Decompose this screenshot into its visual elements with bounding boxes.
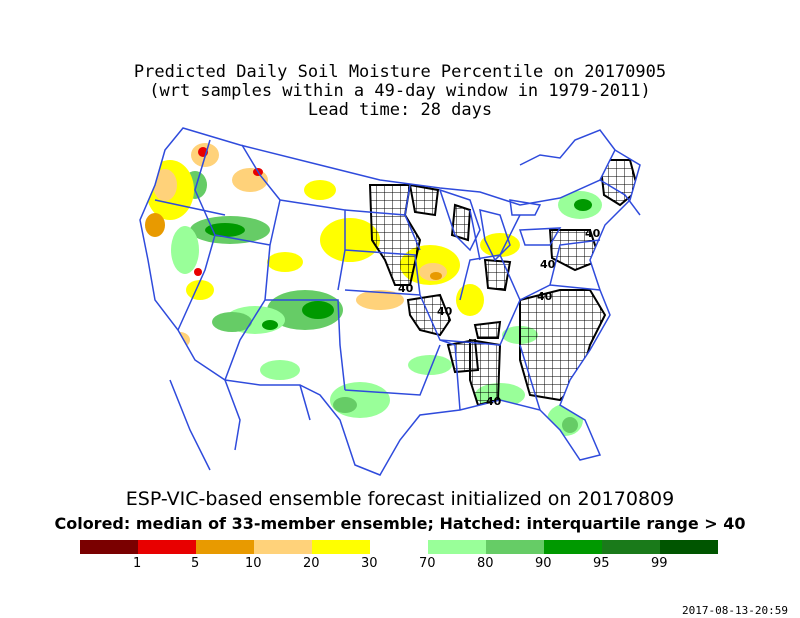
colorbar-swatch-8	[486, 540, 544, 554]
great-lakes	[438, 188, 562, 262]
canada-coast	[519, 129, 641, 216]
title-line-2: (wrt samples within a 49-day window in 1…	[149, 81, 651, 101]
hatched-areas	[368, 159, 640, 407]
colorbar-tick-label: 1	[133, 556, 142, 571]
colorbar-swatch-2	[138, 540, 196, 554]
colorbar-tick-label: 90	[535, 556, 552, 571]
colorbar-swatch-5	[312, 540, 370, 554]
colorbar-tick-label: 20	[303, 556, 320, 571]
colorbar-tick-label: 80	[477, 556, 494, 571]
colorbar-tick-label: 30	[361, 556, 378, 571]
colorbar	[80, 540, 718, 554]
colorbar-tick-label: 95	[593, 556, 610, 571]
colorbar-tick-label: 5	[191, 556, 200, 571]
contour-label: 40	[537, 290, 553, 303]
state-lines	[154, 139, 601, 411]
contour-labels: 40 40 40 40 40 40	[398, 227, 601, 408]
colorbar-swatch-11	[660, 540, 718, 554]
contour-label: 40	[486, 395, 502, 408]
contour-label: 40	[398, 282, 414, 295]
colorbar-swatch-7	[428, 540, 486, 554]
contour-label: 40	[540, 258, 556, 271]
colorbar-tick-label: 99	[651, 556, 668, 571]
colorbar-swatch-4	[254, 540, 312, 554]
title-line-1: Predicted Daily Soil Moisture Percentile…	[133, 62, 667, 82]
colorbar-swatch-10	[602, 540, 660, 554]
contour-label: 40	[585, 227, 601, 240]
colorbar-swatch-6	[370, 540, 428, 554]
us-soil-moisture-map: 40 40 40 40 40 40	[139, 127, 641, 476]
colorbar-swatch-3	[196, 540, 254, 554]
colorbar-swatch-9	[544, 540, 602, 554]
title-line-3: Lead time: 28 days	[307, 100, 493, 120]
colorbar-tick-label: 70	[419, 556, 436, 571]
colorbar-tick-label: 10	[245, 556, 262, 571]
legend-caption: Colored: median of 33-member ensemble; H…	[54, 514, 746, 533]
mexico-border	[169, 379, 311, 471]
percentile-fields	[145, 143, 640, 436]
boundaries	[139, 127, 641, 476]
forecast-caption: ESP-VIC-based ensemble forecast initiali…	[125, 488, 675, 510]
colorbar-swatch-1	[80, 540, 138, 554]
timestamp: 2017-08-13-20:59	[682, 604, 788, 617]
us-outline	[139, 127, 641, 476]
contour-label: 40	[437, 305, 453, 318]
